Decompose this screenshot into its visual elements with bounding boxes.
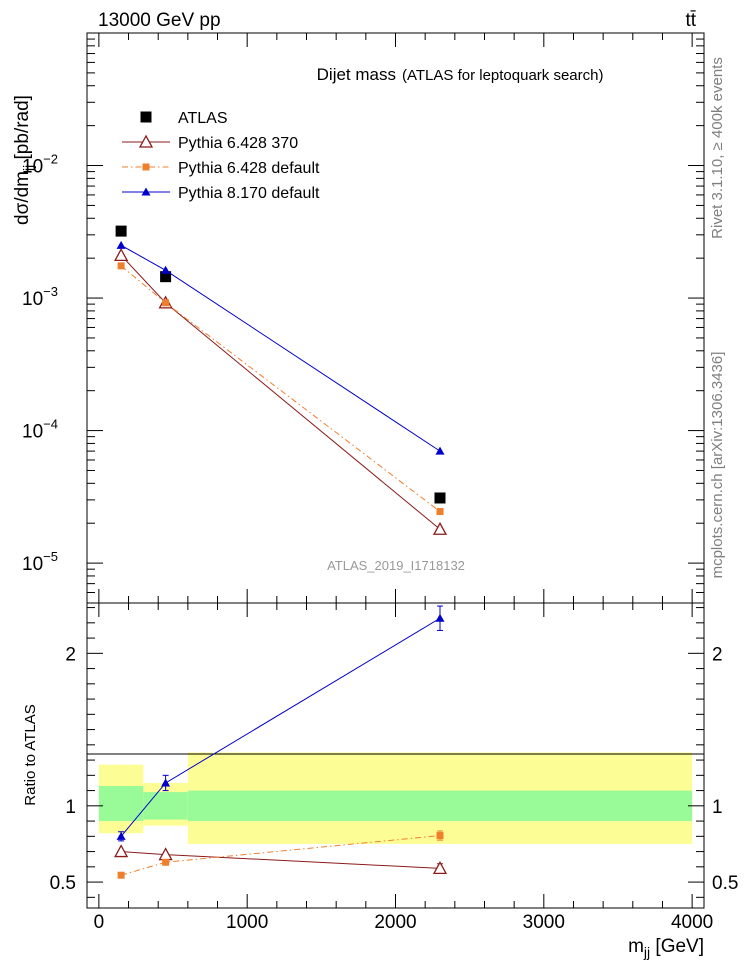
data-point <box>115 225 127 237</box>
ratio-uncertainty-bands <box>98 752 693 844</box>
ratio-y-tick-label: 2 <box>712 644 723 665</box>
rivet-label: Rivet 3.1.10, ≥ 400k events <box>709 57 726 239</box>
main-x-ticks <box>98 33 693 603</box>
legend-entry: Pythia 6.428 370 <box>122 134 298 152</box>
data-point <box>436 508 444 516</box>
inner-band <box>187 790 693 822</box>
legend: ATLAS Pythia 6.428 370 Pythia 6.428 defaul… <box>122 110 320 202</box>
ratio-data-point <box>161 778 171 787</box>
data-point <box>117 262 125 270</box>
ratio-data-point <box>435 613 445 622</box>
legend-entry: Pythia 8.170 default <box>122 185 320 202</box>
legend-marker <box>140 111 152 123</box>
y-tick-label: 10−2 <box>22 152 58 178</box>
chart-subtitle: (ATLAS for leptoquark search) <box>402 67 603 84</box>
data-point <box>116 240 126 249</box>
x-tick-label: 3000 <box>523 912 565 933</box>
analysis-id: ATLAS_2019_I1718132 <box>327 558 465 573</box>
y-tick-label: 10−4 <box>22 417 58 443</box>
legend-label: ATLAS <box>178 110 228 127</box>
data-point <box>432 521 448 535</box>
x-axis-label: mjj [GeV] <box>628 936 704 960</box>
main-y-tick-labels: 10−5 10−4 10−3 10−2 <box>22 152 58 576</box>
main-panel: 10−5 10−4 10−3 10−2 Dijet mass (ATLAS for l… <box>12 32 705 604</box>
data-point <box>161 265 171 274</box>
ratio-data-point <box>117 871 125 879</box>
y-tick-label: 10−5 <box>22 549 58 575</box>
legend-label: Pythia 8.170 default <box>178 185 320 202</box>
ratio-y-ticks: 0.5 0.5 1 1 2 2 <box>50 607 738 898</box>
x-tick-label: 0 <box>94 912 105 933</box>
inner-band <box>98 786 144 822</box>
ratio-y-tick-label: 2 <box>65 644 76 665</box>
ratio-data-series <box>114 605 448 879</box>
ratio-y-tick-label: 1 <box>65 797 76 818</box>
header-energy-label: 13000 GeV pp <box>98 10 221 31</box>
legend-label: Pythia 6.428 default <box>178 160 320 177</box>
ratio-y-tick-label: 0.5 <box>50 873 76 894</box>
legend-marker <box>142 163 150 171</box>
main-y-ticks <box>87 32 704 594</box>
series-line <box>120 255 441 530</box>
ratio-panel: 0.5 0.5 1 1 2 2 0 1000 2000 3000 4000 Ratio to AT… <box>22 602 738 960</box>
legend-marker <box>141 187 151 196</box>
ratio-data-point <box>114 844 129 858</box>
y-tick-label: 10−3 <box>22 284 58 310</box>
chart-title: Dijet mass <box>317 65 396 84</box>
legend-entry: Pythia 6.428 default <box>122 160 320 177</box>
data-point <box>434 492 446 504</box>
data-point <box>114 247 129 262</box>
ratio-data-point <box>162 858 170 866</box>
x-tick-label: 4000 <box>671 912 713 933</box>
legend-marker <box>138 134 154 148</box>
data-point <box>435 446 445 455</box>
ratio-y-tick-label: 0.5 <box>712 873 738 894</box>
data-point <box>162 299 170 307</box>
ratio-data-point <box>432 860 448 874</box>
legend-entry: ATLAS <box>140 110 228 127</box>
main-data-series <box>114 225 448 535</box>
ratio-x-ticks: 0 1000 2000 3000 4000 <box>94 603 713 933</box>
source-label: mcplots.cern.ch [arXiv:1306.3436] <box>709 352 726 579</box>
header-process-label: tt̄ <box>685 10 696 31</box>
main-y-axis-label: dσ/dmjj [pb/rad] <box>12 95 36 225</box>
x-tick-label: 2000 <box>374 912 416 933</box>
inner-band <box>143 792 188 820</box>
legend-label: Pythia 6.428 370 <box>178 135 298 152</box>
ratio-data-point <box>436 832 444 840</box>
ratio-data-point <box>116 831 126 840</box>
x-tick-label: 1000 <box>226 912 268 933</box>
ratio-y-axis-label: Ratio to ATLAS <box>22 704 39 805</box>
ratio-y-tick-label: 1 <box>712 797 723 818</box>
data-point <box>160 271 172 283</box>
